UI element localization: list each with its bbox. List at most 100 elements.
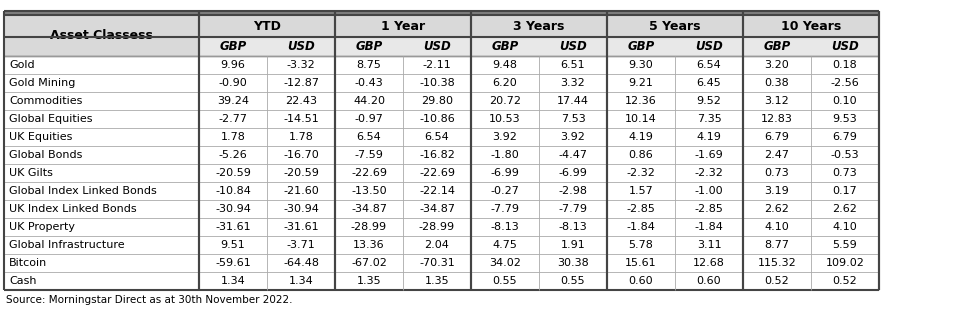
- Text: GBP: GBP: [763, 40, 791, 53]
- Text: 1.35: 1.35: [357, 276, 381, 286]
- Bar: [199, 15, 335, 37]
- Bar: [675, 182, 743, 200]
- Text: -12.87: -12.87: [283, 78, 319, 88]
- Bar: [743, 182, 811, 200]
- Bar: [4, 146, 199, 164]
- Text: -3.32: -3.32: [287, 60, 316, 70]
- Bar: [471, 110, 539, 128]
- Text: 0.18: 0.18: [832, 60, 857, 70]
- Text: UK Property: UK Property: [9, 222, 75, 232]
- Text: 1 Year: 1 Year: [381, 19, 425, 32]
- Bar: [471, 92, 539, 110]
- Text: -2.32: -2.32: [695, 168, 724, 178]
- Text: 34.02: 34.02: [489, 258, 521, 268]
- Text: -22.69: -22.69: [351, 168, 387, 178]
- Bar: [403, 218, 471, 236]
- Bar: [403, 272, 471, 290]
- Bar: [199, 92, 267, 110]
- Text: GBP: GBP: [492, 40, 518, 53]
- Text: -2.98: -2.98: [559, 186, 588, 196]
- Text: 7.53: 7.53: [561, 114, 586, 124]
- Text: 30.38: 30.38: [557, 258, 588, 268]
- Text: 17.44: 17.44: [557, 96, 589, 106]
- Text: 4.10: 4.10: [764, 222, 789, 232]
- Bar: [403, 236, 471, 254]
- Bar: [471, 254, 539, 272]
- Bar: [4, 74, 199, 92]
- Text: -16.70: -16.70: [283, 150, 319, 160]
- Bar: [743, 272, 811, 290]
- Text: -5.26: -5.26: [219, 150, 248, 160]
- Text: -7.79: -7.79: [491, 204, 519, 214]
- Bar: [743, 164, 811, 182]
- Bar: [607, 164, 675, 182]
- Text: 8.75: 8.75: [356, 60, 381, 70]
- Text: 0.86: 0.86: [629, 150, 654, 160]
- Bar: [267, 254, 335, 272]
- Bar: [4, 11, 879, 15]
- Text: UK Index Linked Bonds: UK Index Linked Bonds: [9, 204, 136, 214]
- Text: 3.92: 3.92: [561, 132, 586, 142]
- Bar: [403, 37, 471, 56]
- Bar: [403, 74, 471, 92]
- Bar: [675, 272, 743, 290]
- Text: 0.73: 0.73: [764, 168, 789, 178]
- Bar: [335, 272, 403, 290]
- Bar: [539, 254, 607, 272]
- Text: 3.12: 3.12: [764, 96, 789, 106]
- Bar: [199, 272, 267, 290]
- Bar: [471, 37, 539, 56]
- Text: 1.57: 1.57: [629, 186, 654, 196]
- Bar: [471, 128, 539, 146]
- Bar: [743, 128, 811, 146]
- Text: 3.32: 3.32: [561, 78, 586, 88]
- Text: USD: USD: [695, 40, 723, 53]
- Text: 6.45: 6.45: [697, 78, 721, 88]
- Text: 4.10: 4.10: [832, 222, 857, 232]
- Bar: [267, 146, 335, 164]
- Text: -22.69: -22.69: [419, 168, 455, 178]
- Text: Gold Mining: Gold Mining: [9, 78, 76, 88]
- Bar: [199, 200, 267, 218]
- Text: 12.68: 12.68: [693, 258, 725, 268]
- Text: -0.27: -0.27: [491, 186, 519, 196]
- Bar: [4, 182, 199, 200]
- Text: -16.82: -16.82: [420, 150, 455, 160]
- Bar: [335, 74, 403, 92]
- Bar: [267, 128, 335, 146]
- Bar: [811, 56, 879, 74]
- Text: -28.99: -28.99: [419, 222, 455, 232]
- Bar: [199, 218, 267, 236]
- Bar: [199, 164, 267, 182]
- Text: -0.97: -0.97: [354, 114, 383, 124]
- Bar: [471, 74, 539, 92]
- Bar: [335, 110, 403, 128]
- Bar: [675, 92, 743, 110]
- Bar: [675, 56, 743, 74]
- Bar: [607, 110, 675, 128]
- Bar: [403, 164, 471, 182]
- Bar: [743, 146, 811, 164]
- Text: -30.94: -30.94: [283, 204, 319, 214]
- Bar: [675, 200, 743, 218]
- Text: 109.02: 109.02: [826, 258, 864, 268]
- Text: Global Equities: Global Equities: [9, 114, 92, 124]
- Text: 0.17: 0.17: [832, 186, 857, 196]
- Text: -8.13: -8.13: [559, 222, 588, 232]
- Bar: [811, 110, 879, 128]
- Bar: [675, 146, 743, 164]
- Bar: [607, 56, 675, 74]
- Text: 1.78: 1.78: [221, 132, 246, 142]
- Bar: [539, 236, 607, 254]
- Bar: [539, 74, 607, 92]
- Bar: [811, 272, 879, 290]
- Bar: [471, 164, 539, 182]
- Text: 6.54: 6.54: [356, 132, 381, 142]
- Text: Asset Classess: Asset Classess: [50, 29, 153, 42]
- Bar: [335, 164, 403, 182]
- Bar: [811, 182, 879, 200]
- Text: 44.20: 44.20: [353, 96, 385, 106]
- Text: -3.71: -3.71: [287, 240, 316, 250]
- Text: 0.73: 0.73: [832, 168, 857, 178]
- Text: UK Equities: UK Equities: [9, 132, 72, 142]
